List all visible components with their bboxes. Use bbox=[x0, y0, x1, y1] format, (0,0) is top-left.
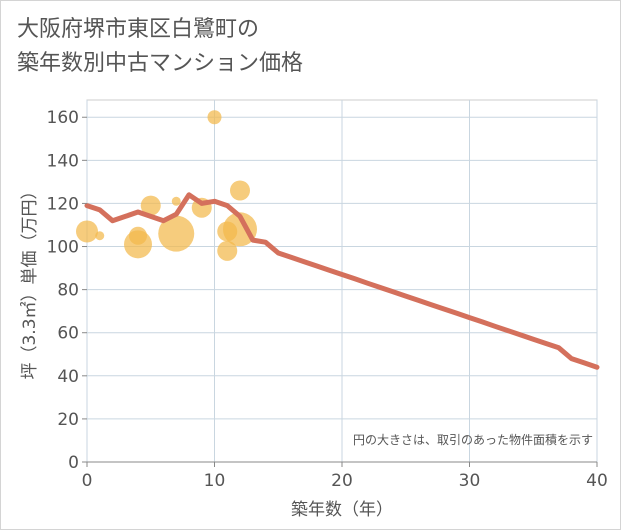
y-tick-label: 0 bbox=[68, 453, 79, 473]
x-tick-label: 10 bbox=[204, 471, 226, 491]
bubble-point bbox=[171, 196, 181, 206]
bubble-point bbox=[217, 240, 238, 261]
x-tick-label: 0 bbox=[82, 471, 93, 491]
bubble-point bbox=[129, 226, 147, 245]
y-axis-label: 坪（3.3㎡）単価（万円） bbox=[20, 182, 40, 379]
x-tick-label: 40 bbox=[586, 471, 608, 491]
price-trend-line bbox=[84, 192, 600, 370]
bubble-point bbox=[230, 180, 250, 201]
y-tick-label: 100 bbox=[47, 238, 79, 258]
bubble-point bbox=[76, 220, 98, 243]
y-tick-label: 160 bbox=[47, 108, 79, 128]
x-tick-label: 30 bbox=[459, 471, 481, 491]
bubble-point bbox=[207, 110, 222, 125]
y-tick-label: 140 bbox=[47, 151, 79, 171]
price-line-layer bbox=[84, 192, 600, 370]
bubble-point bbox=[223, 212, 257, 247]
chart-title: 大阪府堺市東区白鷺町の 築年数別中古マンション価格 bbox=[17, 13, 303, 81]
title-line-2: 築年数別中古マンション価格 bbox=[17, 51, 304, 76]
bubble-series bbox=[76, 110, 257, 261]
grid-lines bbox=[86, 100, 598, 463]
y-tick-label: 120 bbox=[47, 194, 79, 214]
title-line-1: 大阪府堺市東区白鷺町の bbox=[17, 17, 260, 42]
y-tick-label: 60 bbox=[57, 324, 79, 344]
bubble-point bbox=[158, 215, 195, 252]
y-tick-label: 20 bbox=[57, 410, 79, 430]
x-axis-label: 築年数（年） bbox=[291, 500, 393, 520]
y-tick-label: 80 bbox=[57, 281, 79, 301]
tick-labels: 0 20 40 60 80 100 120 140 160 0 10 20 30 40 bbox=[47, 108, 608, 491]
y-tick-label: 40 bbox=[57, 367, 79, 387]
x-tick-label: 20 bbox=[331, 471, 353, 491]
bubble-point bbox=[95, 231, 105, 241]
bubble-point bbox=[140, 195, 161, 216]
bubble-size-note: 円の大きさは、取引のあった物件面積を示す bbox=[353, 432, 593, 447]
